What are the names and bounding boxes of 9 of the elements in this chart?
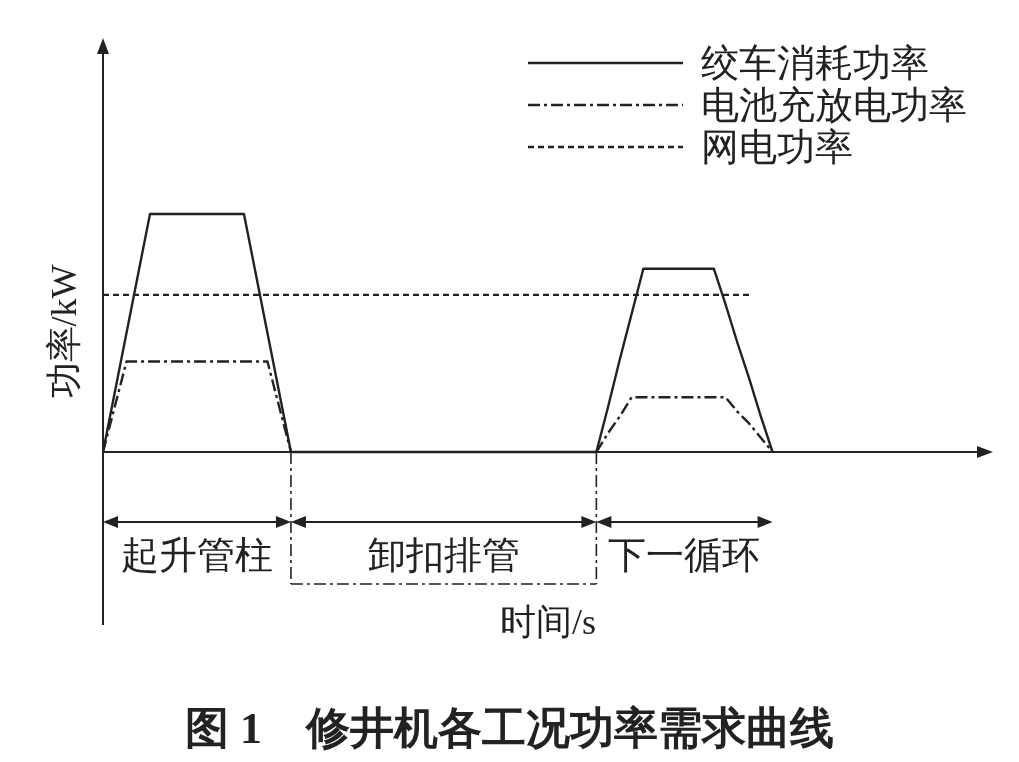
legend-label: 电池充放电功率 xyxy=(701,84,967,126)
text: 起升管柱 xyxy=(120,534,273,576)
text: 图 1 修井机各工况功率需求曲线 xyxy=(185,703,834,753)
text: 卸扣排管 xyxy=(367,534,520,576)
y-axis-title: 功率/kW xyxy=(44,264,84,399)
x-axis-title: 时间/s xyxy=(499,602,597,642)
legend-label: 网电功率 xyxy=(701,126,853,168)
text: 下一循环 xyxy=(608,534,761,576)
legend-label: 绞车消耗功率 xyxy=(701,42,929,84)
